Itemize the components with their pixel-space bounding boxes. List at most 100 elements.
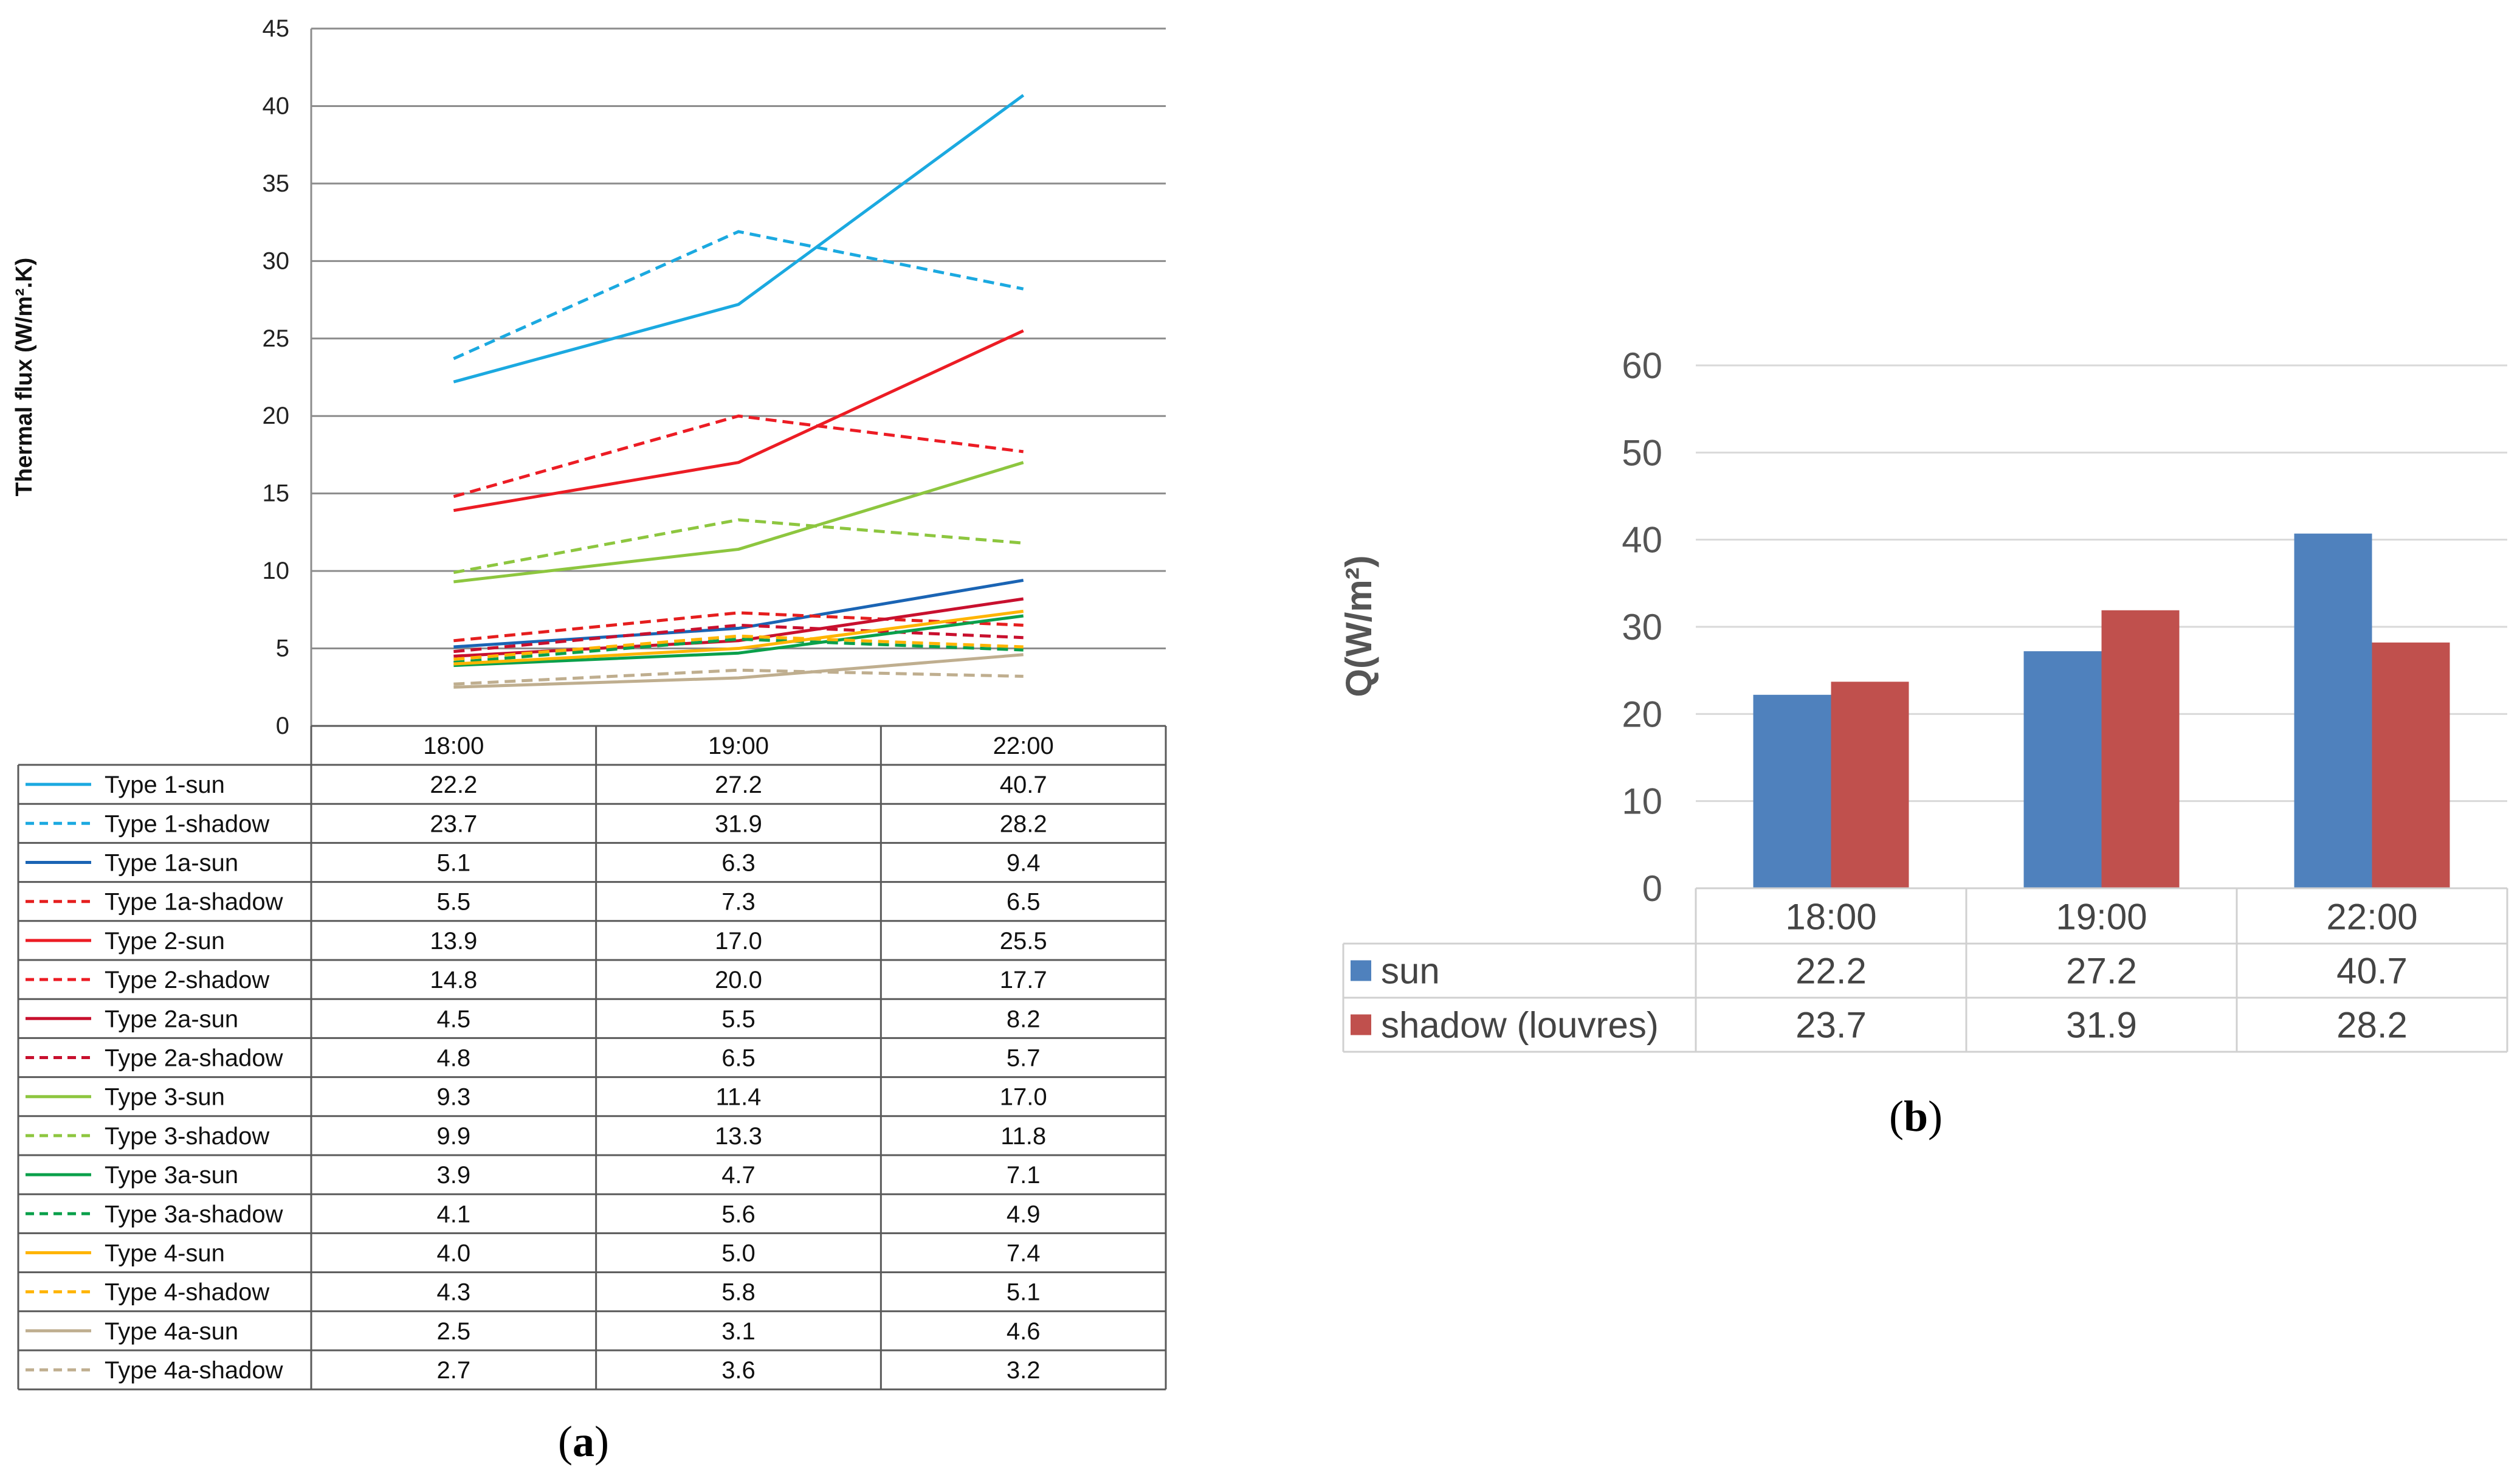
y-tick-label: 45 (263, 15, 290, 42)
y-tick-label: 0 (276, 713, 289, 739)
y-tick-label: 5 (276, 635, 289, 662)
series-line (453, 518, 1024, 575)
data-label: 4.8 (437, 1045, 471, 1072)
legend-label: Type 2-shadow (105, 967, 269, 993)
caption-paren: ( (558, 1417, 573, 1466)
data-label: 7.3 (721, 889, 756, 916)
category-label: 19:00 (2056, 897, 2147, 938)
data-label: 22.2 (430, 772, 477, 798)
series-line (453, 634, 1024, 661)
data-label: 4.0 (437, 1240, 471, 1267)
data-label: 6.3 (721, 850, 756, 877)
data-label: 4.9 (1007, 1201, 1041, 1228)
data-label: 3.9 (437, 1162, 471, 1189)
data-label: 28.2 (1000, 810, 1047, 837)
data-label: 3.2 (1007, 1357, 1041, 1384)
bar (2294, 533, 2372, 888)
data-label: 13.9 (430, 928, 477, 955)
legend-label: Type 2a-shadow (105, 1045, 283, 1072)
legend-label: Type 1-shadow (105, 810, 269, 837)
y-tick-label: 25 (263, 325, 290, 352)
y-tick-label: 15 (263, 480, 290, 507)
y-tick-label: 35 (263, 170, 290, 197)
data-label: 23.7 (430, 810, 477, 837)
data-label: 2.5 (437, 1318, 471, 1345)
data-label: 5.7 (1007, 1045, 1041, 1072)
series-line (453, 653, 1024, 689)
y-tick-label: 10 (1622, 781, 1662, 822)
y-tick-label: 40 (1622, 520, 1662, 561)
data-label: 22.2 (1795, 951, 1867, 992)
legend-label: Type 1a-shadow (105, 889, 283, 916)
data-label: 3.1 (721, 1318, 756, 1345)
y-tick-label: 20 (263, 402, 290, 429)
series-line (453, 461, 1024, 584)
series-line (453, 94, 1025, 384)
data-label: 6.5 (1007, 889, 1041, 916)
data-label: 5.8 (721, 1279, 756, 1306)
data-label: 11.4 (716, 1084, 762, 1111)
caption-a: (a) (558, 1417, 609, 1466)
data-label: 40.7 (1000, 772, 1047, 798)
category-label: 18:00 (1785, 897, 1876, 938)
legend-label: Type 1a-sun (105, 850, 238, 877)
data-label: 17.0 (1000, 1084, 1047, 1111)
y-tick-label: 60 (1622, 345, 1662, 386)
caption-letter: a (573, 1417, 594, 1466)
bar-chart-b: 0 10 20 30 40 50 60 Q(W/m²) 18:00 19:00 22:00 sun 22… (1338, 345, 2508, 1141)
legend-label: Type 1-sun (105, 772, 225, 798)
data-label: 25.5 (1000, 928, 1047, 955)
data-label: 4.7 (721, 1162, 756, 1189)
series-line (453, 614, 1024, 668)
data-label: 7.1 (1007, 1162, 1041, 1189)
data-label: 6.5 (721, 1045, 756, 1072)
data-label: 11.8 (1000, 1123, 1046, 1150)
legend-label: Type 3-sun (105, 1084, 225, 1111)
data-label: 5.0 (721, 1240, 756, 1267)
data-label: 14.8 (430, 967, 477, 993)
series-line (453, 230, 1024, 361)
series-line (453, 637, 1024, 664)
caption-letter: b (1904, 1092, 1928, 1141)
caption-paren: ) (1928, 1092, 1943, 1141)
data-label: 17.0 (715, 928, 762, 955)
data-label: 5.1 (437, 850, 471, 877)
data-label: 27.2 (2066, 951, 2137, 992)
data-label: 5.6 (721, 1201, 756, 1228)
y-axis-title: Q(W/m²) (1338, 555, 1379, 697)
y-tick-label: 40 (263, 92, 290, 119)
legend-label: Type 4a-shadow (105, 1357, 283, 1384)
data-label: 4.1 (437, 1201, 471, 1228)
data-label: 17.7 (1000, 967, 1047, 993)
data-label: 27.2 (715, 772, 762, 798)
data-label: 31.9 (2066, 1005, 2137, 1046)
data-label: 4.3 (437, 1279, 471, 1306)
bar (2023, 651, 2102, 888)
legend-label: Type 2-sun (105, 928, 225, 955)
series-line (453, 578, 1024, 649)
data-label: 5.5 (721, 1006, 756, 1032)
legend-key (1351, 1014, 1371, 1035)
y-axis-title: Thermal flux (W/m².K) (12, 258, 37, 497)
series-line (453, 609, 1024, 666)
series-line (453, 668, 1024, 686)
data-label: 5.5 (437, 889, 471, 916)
data-label: 7.4 (1007, 1240, 1041, 1267)
data-label: 23.7 (1795, 1005, 1867, 1046)
y-tick-label: 50 (1622, 432, 1662, 473)
data-label: 20.0 (715, 967, 762, 993)
y-tick-label: 30 (263, 247, 290, 274)
line-chart-a: 0 5 10 15 20 25 30 35 40 45 Thermal flux (W/m².K) 1… (12, 15, 1167, 1466)
caption-b: (b) (1889, 1092, 1943, 1141)
legend-label: Type 4-sun (105, 1240, 225, 1267)
legend-label: Type 4-shadow (105, 1279, 269, 1306)
bar (1753, 694, 1831, 888)
category-label: 22:00 (2326, 897, 2417, 938)
caption-paren: ( (1889, 1092, 1904, 1141)
bar (2372, 642, 2450, 888)
bar (2101, 610, 2180, 888)
category-label: 18:00 (423, 733, 484, 759)
data-label: 40.7 (2336, 951, 2408, 992)
legend-label: Type 4a-sun (105, 1318, 238, 1345)
